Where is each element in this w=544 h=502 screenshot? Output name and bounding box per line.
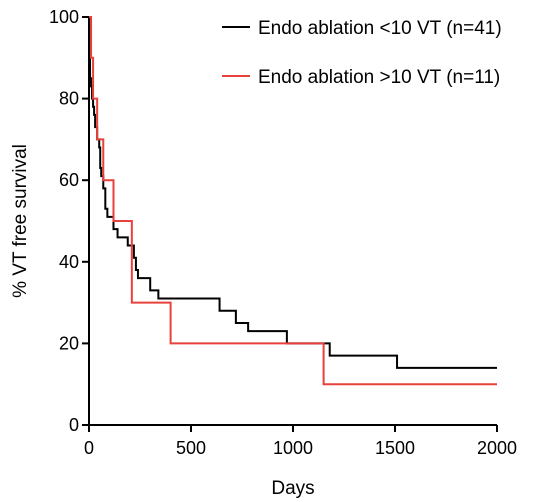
x-tick-label: 500 bbox=[176, 438, 206, 458]
series-line-2 bbox=[89, 16, 497, 386]
y-tick-label: 80 bbox=[59, 89, 79, 109]
y-tick-label: 40 bbox=[59, 252, 79, 272]
y-ticks: 0 20 40 60 80 100 bbox=[49, 7, 89, 435]
x-tick-label: 1500 bbox=[375, 438, 415, 458]
x-tick-label: 1000 bbox=[273, 438, 313, 458]
y-tick-label: 60 bbox=[59, 170, 79, 190]
y-tick-label: 100 bbox=[49, 7, 79, 27]
legend-label: Endo ablation >10 VT (n=11) bbox=[258, 67, 500, 88]
x-tick-label: 0 bbox=[84, 438, 94, 458]
x-tick-label: 2000 bbox=[477, 438, 517, 458]
y-tick-label: 20 bbox=[59, 333, 79, 353]
y-axis-title: % VT free survival bbox=[10, 144, 31, 298]
x-ticks: 0 500 1000 1500 2000 bbox=[84, 425, 517, 458]
legend-label: Endo ablation <10 VT (n=41) bbox=[258, 18, 502, 39]
x-axis-title: Days bbox=[271, 478, 314, 499]
y-tick-label: 0 bbox=[69, 415, 79, 435]
legend: Endo ablation <10 VT (n=41) Endo ablation… bbox=[222, 18, 502, 88]
series-line-1 bbox=[89, 16, 497, 369]
series-group bbox=[89, 16, 497, 386]
